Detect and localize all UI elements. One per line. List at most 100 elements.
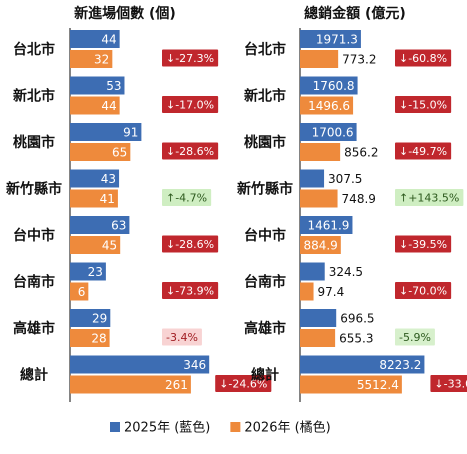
bar <box>70 189 118 208</box>
value-label: 696.5 <box>340 312 374 326</box>
value-label: 43 <box>101 172 116 186</box>
category-label: 新北市 <box>244 88 286 105</box>
category-label: 總計 <box>251 367 279 384</box>
change-badge: ↓-15.0% <box>395 96 452 113</box>
bar <box>300 216 353 234</box>
value-label: 1496.6 <box>308 99 350 113</box>
legend-swatch <box>110 422 120 432</box>
badge-bg <box>395 96 452 113</box>
badge-bg <box>162 328 202 346</box>
bar <box>300 262 325 281</box>
badge-bg <box>395 189 464 206</box>
badge-bg <box>395 235 452 253</box>
category-label: 台南市 <box>244 274 286 291</box>
badge-bg <box>162 96 219 113</box>
category-label: 新北市 <box>13 88 55 105</box>
value-label: 23 <box>88 265 103 279</box>
category-label: 新竹縣市 <box>6 181 62 198</box>
value-label: 261 <box>165 378 188 392</box>
value-label: 1700.6 <box>312 126 354 140</box>
bar <box>300 236 341 254</box>
category-label: 桃園市 <box>13 134 55 151</box>
badge-bg <box>162 282 219 299</box>
bar <box>300 123 357 141</box>
value-label: 28 <box>91 332 106 346</box>
value-label: 63 <box>111 219 126 233</box>
value-label: 1461.9 <box>307 219 349 233</box>
bar <box>70 262 106 281</box>
value-label: 97.4 <box>318 285 345 299</box>
badge-bg <box>430 375 467 392</box>
value-label: 346 <box>183 358 206 372</box>
bar <box>70 76 125 95</box>
value-label: 748.9 <box>342 192 376 206</box>
category-label: 新竹縣市 <box>237 181 293 198</box>
change-badge: ↓-70.0% <box>395 282 452 299</box>
change-label: ↓-28.6% <box>166 145 214 158</box>
change-label: ↓-17.0% <box>166 99 214 112</box>
change-label: -5.9% <box>399 331 431 344</box>
value-label: 45 <box>102 239 117 253</box>
bar <box>300 76 358 95</box>
bar <box>300 189 338 208</box>
badge-bg <box>162 189 212 206</box>
category-label: 台北市 <box>13 41 55 58</box>
badge-bg <box>395 49 452 67</box>
bar <box>70 96 120 115</box>
change-badge: ↓-73.9% <box>162 282 219 299</box>
value-label: 44 <box>101 33 116 47</box>
value-label: 6 <box>78 285 86 299</box>
bar <box>70 216 130 234</box>
change-badge: ↓-60.8% <box>395 49 452 67</box>
change-badge: ↓-27.3% <box>162 49 219 67</box>
bar <box>70 375 191 394</box>
change-label: ↑-4.7% <box>166 192 207 205</box>
change-label: ↓-33.0% <box>434 378 467 391</box>
bar <box>300 96 354 115</box>
change-label: ↓-60.8% <box>399 52 447 65</box>
category-label: 台南市 <box>13 274 55 291</box>
bar <box>70 30 120 48</box>
bar <box>70 169 120 188</box>
value-label: 8223.2 <box>379 358 421 372</box>
badge-bg <box>395 142 452 160</box>
value-label: 65 <box>112 146 127 160</box>
category-label: 台中市 <box>13 227 55 244</box>
change-label: ↓-39.5% <box>399 238 447 251</box>
bar <box>300 355 425 374</box>
change-badge: ↓-24.6% <box>215 375 272 392</box>
change-label: ↓-49.7% <box>399 145 447 158</box>
category-label: 台中市 <box>244 227 286 244</box>
change-label: ↑+143.5% <box>399 192 459 205</box>
legend-label: 2026年 (橘色) <box>244 420 330 436</box>
category-label: 桃園市 <box>244 134 286 151</box>
bar <box>70 143 131 161</box>
badge-bg <box>395 328 435 346</box>
badge-bg <box>395 282 452 299</box>
bar <box>70 282 89 301</box>
bar <box>300 375 402 394</box>
value-label: 5512.4 <box>357 378 399 392</box>
badge-bg <box>162 235 219 253</box>
bar <box>70 50 113 68</box>
value-label: 44 <box>101 99 116 113</box>
change-label: ↓-24.6% <box>219 378 267 391</box>
bar <box>70 123 142 141</box>
panel-title: 總銷金額 (億元) <box>304 5 406 22</box>
change-badge: -3.4% <box>162 328 202 346</box>
value-label: 307.5 <box>328 172 362 186</box>
bar <box>300 282 314 301</box>
category-label: 高雄市 <box>13 320 55 337</box>
change-badge: -5.9% <box>395 328 435 346</box>
value-label: 856.2 <box>344 146 378 160</box>
value-label: 773.2 <box>342 53 376 67</box>
badge-bg <box>162 49 219 67</box>
panel-title: 新進場個數 (個) <box>74 5 176 22</box>
legend-swatch <box>230 422 241 432</box>
value-label: 41 <box>100 192 115 206</box>
change-badge: ↓-39.5% <box>395 235 452 253</box>
change-label: ↓-27.3% <box>166 52 214 65</box>
legend-label: 2025年 (藍色) <box>124 420 210 436</box>
bar <box>300 30 361 48</box>
